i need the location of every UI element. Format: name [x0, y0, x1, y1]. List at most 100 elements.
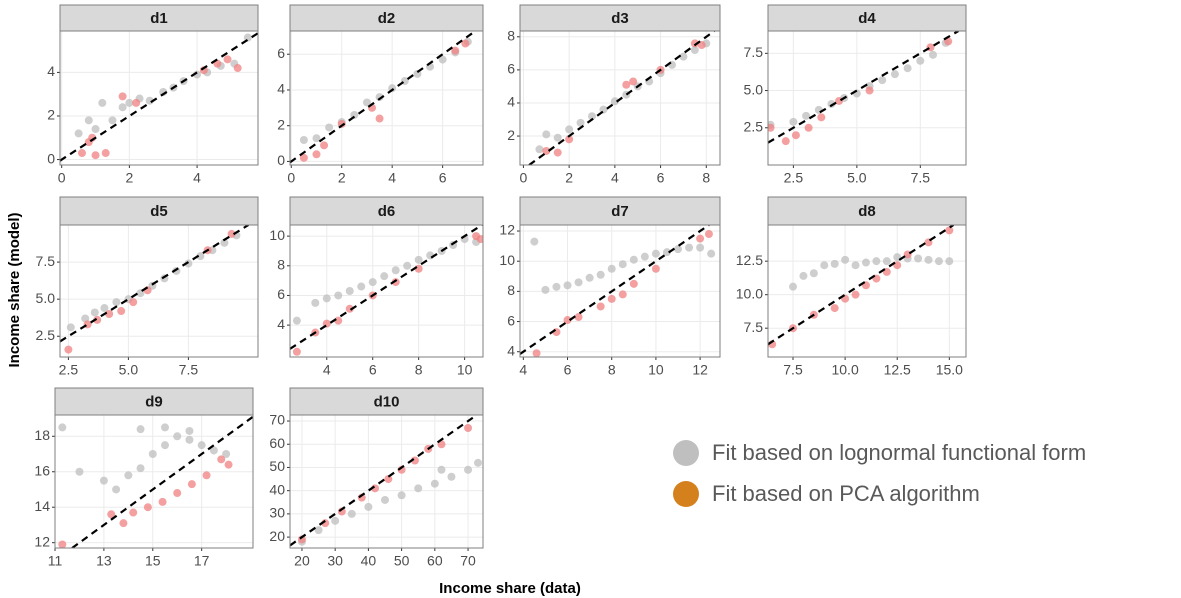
point: [707, 249, 716, 258]
point: [542, 146, 551, 155]
point: [117, 307, 126, 316]
x-tick-label: 20: [294, 553, 310, 569]
point: [99, 476, 108, 485]
point: [224, 460, 233, 469]
point: [476, 235, 483, 244]
point: [100, 304, 109, 313]
x-tick-label: 10.0: [831, 362, 858, 378]
point: [75, 467, 84, 476]
reference-line: [768, 31, 959, 144]
point: [320, 141, 329, 150]
point: [112, 298, 121, 307]
y-tick-label: 60: [269, 435, 285, 451]
point: [108, 116, 117, 125]
point: [143, 503, 152, 512]
point: [532, 349, 541, 357]
point: [124, 471, 133, 480]
y-tick-label: 50: [269, 458, 285, 474]
point: [148, 450, 157, 459]
panel-border: [519, 224, 721, 358]
panel-border: [519, 30, 721, 166]
point: [58, 423, 67, 432]
point: [814, 105, 823, 114]
point: [830, 259, 839, 268]
x-tick-label: 0: [520, 170, 528, 186]
point: [364, 502, 373, 511]
point: [574, 278, 583, 287]
panel-border: [289, 414, 484, 549]
strip-label: d6: [378, 203, 396, 220]
point: [380, 272, 389, 281]
y-tick-label: 10: [499, 252, 515, 268]
point: [292, 316, 301, 325]
point: [58, 540, 67, 548]
point: [903, 64, 912, 73]
point: [789, 282, 798, 291]
point: [90, 308, 99, 317]
point: [530, 237, 539, 246]
legend-marker: [673, 481, 699, 507]
strip-label: d7: [611, 203, 629, 220]
x-tick-label: 5.0: [119, 362, 139, 378]
strip: [59, 196, 259, 226]
y-tick-label: 8: [507, 27, 515, 43]
point: [187, 480, 196, 489]
point: [220, 238, 229, 247]
point: [685, 243, 694, 252]
point: [322, 294, 331, 303]
point: [690, 39, 699, 48]
point: [474, 458, 483, 467]
point: [585, 273, 594, 282]
panel-border: [54, 414, 254, 549]
point: [91, 125, 100, 134]
point: [851, 290, 860, 299]
point: [173, 432, 182, 441]
point: [618, 260, 627, 269]
y-tick-label: 4: [507, 342, 515, 358]
point: [314, 526, 323, 535]
x-tick-label: 15: [145, 553, 161, 569]
point: [119, 519, 128, 528]
point: [817, 113, 826, 122]
point: [347, 509, 356, 518]
point: [414, 255, 423, 264]
point: [438, 55, 447, 64]
point: [368, 278, 377, 287]
point: [311, 298, 320, 307]
point: [674, 245, 683, 254]
point: [105, 309, 114, 318]
x-tick-label: 0: [58, 170, 66, 186]
y-tick-label: 5.0: [744, 81, 764, 97]
point: [391, 266, 400, 275]
x-tick-label: 40: [361, 553, 377, 569]
point: [334, 316, 343, 325]
point: [118, 92, 127, 101]
point: [381, 495, 390, 504]
strip: [59, 4, 259, 32]
y-tick-label: 6: [507, 61, 515, 77]
point: [914, 254, 923, 263]
point: [209, 446, 218, 455]
x-tick-label: 50: [394, 553, 410, 569]
point: [447, 472, 456, 481]
reference-line: [290, 31, 477, 164]
y-tick-label: 30: [269, 505, 285, 521]
strip-label: d10: [374, 393, 400, 410]
point: [565, 125, 574, 134]
y-tick-label: 40: [269, 481, 285, 497]
point: [74, 129, 83, 138]
point: [136, 425, 145, 434]
point: [662, 248, 671, 257]
x-tick-label: 12: [692, 362, 708, 378]
strip: [289, 4, 484, 32]
point: [618, 290, 627, 299]
reference-line: [290, 225, 483, 350]
point: [651, 264, 660, 273]
point: [414, 484, 423, 493]
points: [60, 32, 258, 162]
point: [872, 257, 881, 266]
strip: [54, 387, 254, 416]
point: [865, 86, 874, 95]
x-tick-label: 2: [125, 170, 133, 186]
strip: [519, 4, 721, 32]
